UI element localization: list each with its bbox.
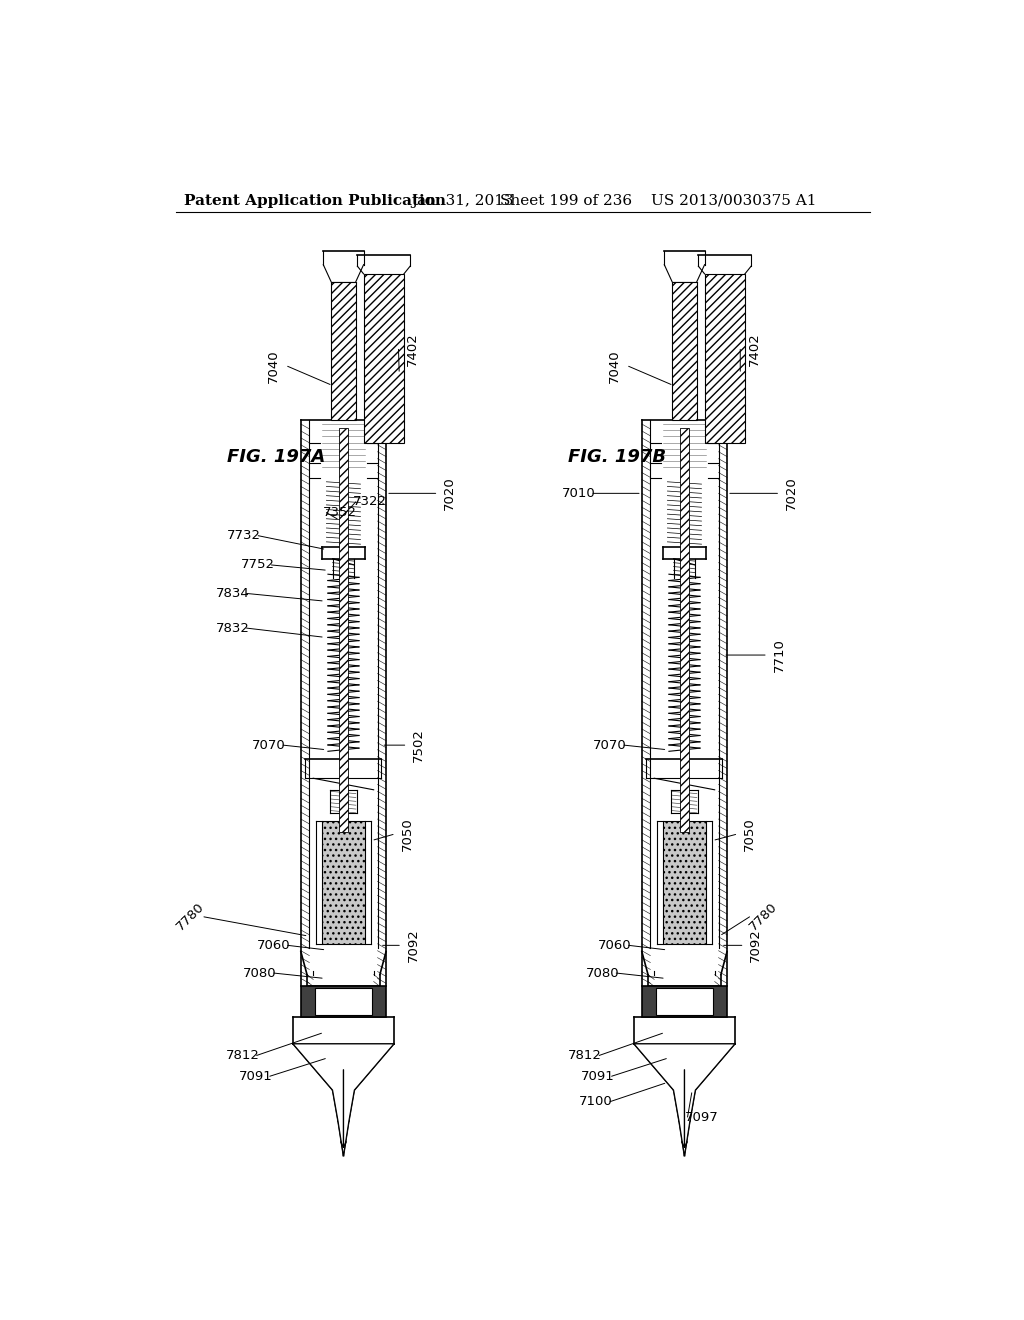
- Bar: [331, 281, 356, 420]
- Text: 7834: 7834: [216, 587, 250, 601]
- Text: 7780: 7780: [173, 900, 207, 933]
- Bar: [322, 821, 366, 944]
- Bar: [339, 428, 348, 832]
- Text: US 2013/0030375 A1: US 2013/0030375 A1: [651, 194, 816, 207]
- Bar: [655, 987, 713, 1015]
- Text: 7050: 7050: [400, 817, 414, 851]
- Text: 7322: 7322: [353, 495, 387, 508]
- Text: Sheet 199 of 236: Sheet 199 of 236: [500, 194, 632, 207]
- Text: 7020: 7020: [785, 477, 798, 511]
- Text: 7080: 7080: [243, 966, 276, 979]
- Text: 7402: 7402: [748, 333, 761, 366]
- Text: 7812: 7812: [568, 1049, 602, 1063]
- Text: 7732: 7732: [227, 529, 261, 543]
- Text: 7402: 7402: [406, 333, 419, 366]
- Text: 7060: 7060: [598, 939, 632, 952]
- Text: 7502: 7502: [412, 729, 425, 762]
- Bar: [301, 986, 386, 1016]
- Text: 7040: 7040: [608, 350, 622, 383]
- Polygon shape: [634, 1044, 735, 1155]
- Text: 7752: 7752: [241, 558, 274, 572]
- Text: 7100: 7100: [580, 1096, 613, 1109]
- Bar: [663, 821, 707, 944]
- Text: FIG. 197A: FIG. 197A: [227, 449, 326, 466]
- Text: 7060: 7060: [257, 939, 291, 952]
- Text: 7010: 7010: [562, 487, 596, 500]
- Bar: [364, 275, 403, 444]
- Text: 7070: 7070: [252, 739, 286, 751]
- Text: 7091: 7091: [239, 1069, 272, 1082]
- Text: 7097: 7097: [685, 1110, 719, 1123]
- Text: 7352: 7352: [324, 506, 357, 519]
- Text: 7020: 7020: [443, 477, 456, 511]
- Text: 7832: 7832: [216, 622, 250, 635]
- Text: Jan. 31, 2013: Jan. 31, 2013: [411, 194, 513, 207]
- Polygon shape: [293, 1044, 394, 1155]
- Bar: [705, 275, 744, 444]
- Text: 7780: 7780: [746, 900, 780, 933]
- Text: Patent Application Publication: Patent Application Publication: [183, 194, 445, 207]
- Text: 7710: 7710: [772, 638, 785, 672]
- Text: 7050: 7050: [743, 817, 756, 851]
- Text: 7091: 7091: [581, 1069, 614, 1082]
- Bar: [642, 986, 727, 1016]
- Bar: [680, 428, 689, 832]
- Text: 7080: 7080: [586, 966, 620, 979]
- Text: 7092: 7092: [750, 928, 762, 962]
- Text: 7040: 7040: [267, 350, 281, 383]
- Bar: [314, 987, 372, 1015]
- Text: 7812: 7812: [225, 1049, 260, 1063]
- Text: FIG. 197B: FIG. 197B: [568, 449, 667, 466]
- Text: 7090: 7090: [348, 991, 382, 1005]
- Text: 7092: 7092: [407, 928, 420, 962]
- Text: 7070: 7070: [593, 739, 627, 751]
- Bar: [672, 281, 697, 420]
